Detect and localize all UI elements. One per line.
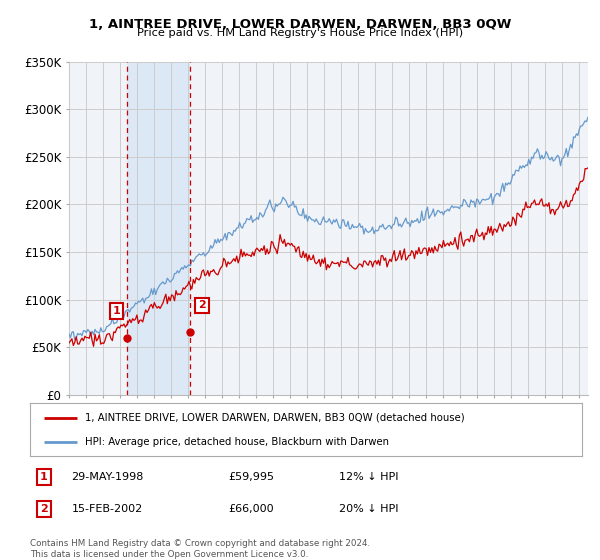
Text: 1, AINTREE DRIVE, LOWER DARWEN, DARWEN, BB3 0QW: 1, AINTREE DRIVE, LOWER DARWEN, DARWEN, … xyxy=(89,18,511,31)
Text: Price paid vs. HM Land Registry's House Price Index (HPI): Price paid vs. HM Land Registry's House … xyxy=(137,28,463,38)
Text: 20% ↓ HPI: 20% ↓ HPI xyxy=(339,503,398,514)
Text: £66,000: £66,000 xyxy=(229,503,274,514)
Text: 1: 1 xyxy=(40,472,47,482)
Text: 2: 2 xyxy=(198,300,206,310)
Text: 12% ↓ HPI: 12% ↓ HPI xyxy=(339,472,398,482)
Text: 1: 1 xyxy=(113,306,121,316)
Text: 15-FEB-2002: 15-FEB-2002 xyxy=(71,503,143,514)
Text: £59,995: £59,995 xyxy=(229,472,275,482)
Text: 2: 2 xyxy=(40,503,47,514)
Text: Contains HM Land Registry data © Crown copyright and database right 2024.
This d: Contains HM Land Registry data © Crown c… xyxy=(30,539,370,559)
Text: HPI: Average price, detached house, Blackburn with Darwen: HPI: Average price, detached house, Blac… xyxy=(85,437,389,447)
Text: 1, AINTREE DRIVE, LOWER DARWEN, DARWEN, BB3 0QW (detached house): 1, AINTREE DRIVE, LOWER DARWEN, DARWEN, … xyxy=(85,413,465,423)
Bar xyxy=(127,62,190,395)
Text: 29-MAY-1998: 29-MAY-1998 xyxy=(71,472,144,482)
